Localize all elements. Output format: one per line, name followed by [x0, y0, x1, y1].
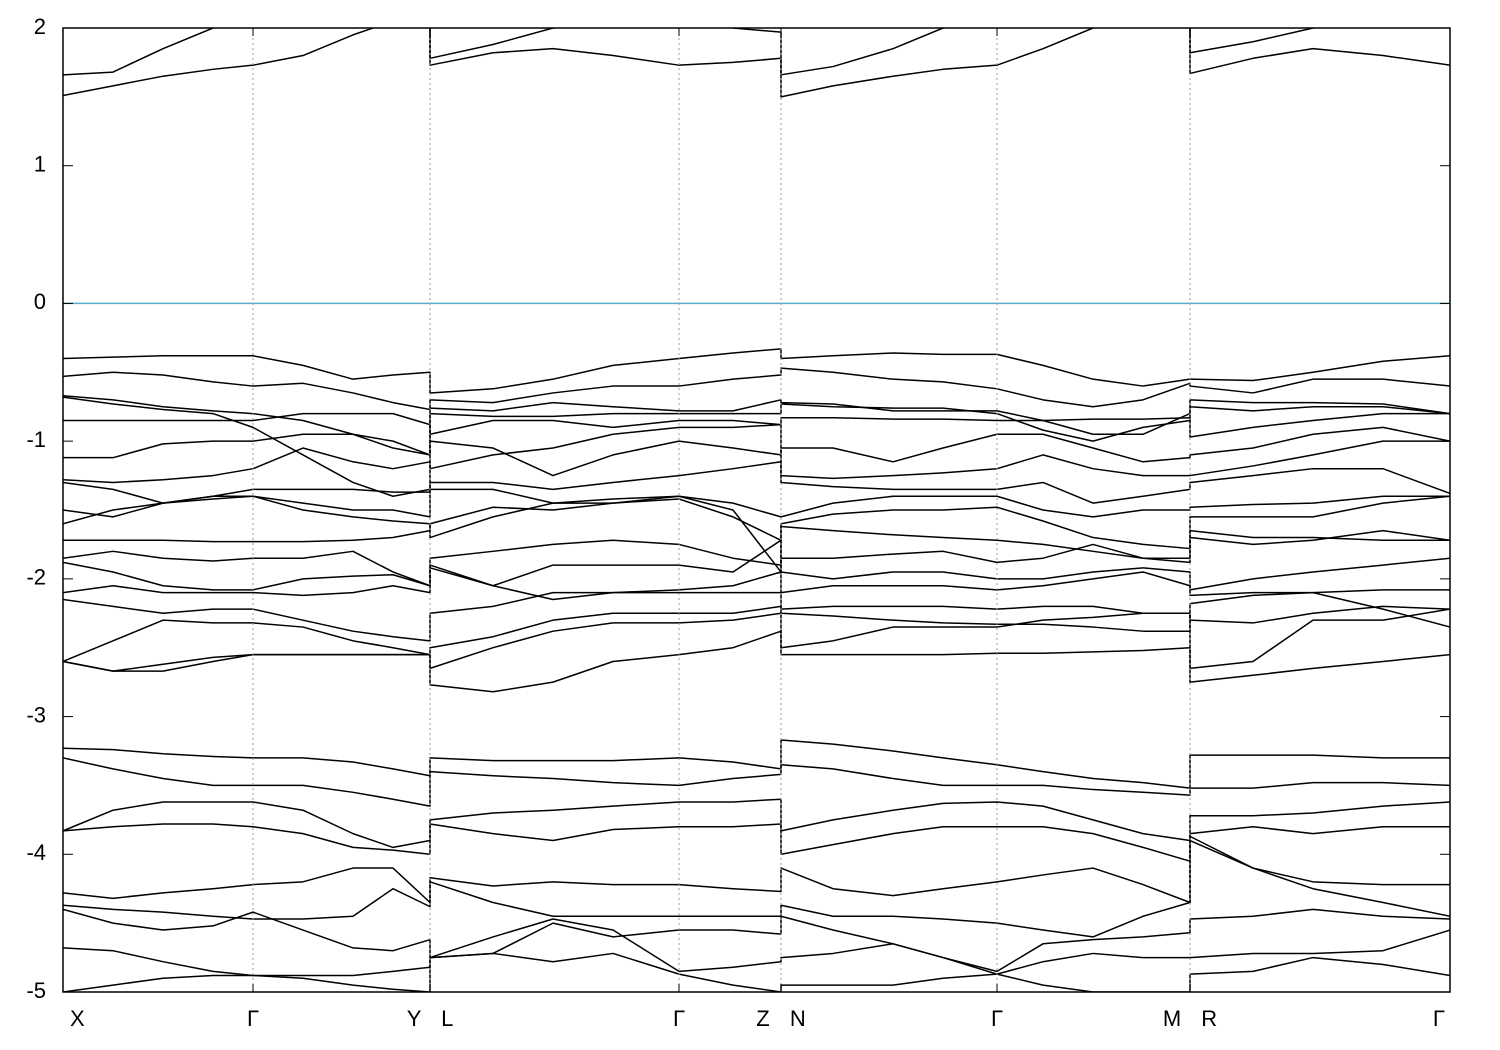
band-line [63, 423, 1450, 484]
x-tick-label: Γ [673, 1006, 685, 1031]
y-tick-label: -4 [26, 840, 46, 865]
x-tick-label: Γ [991, 1006, 1003, 1031]
plot-frame [62, 27, 1451, 993]
band-line [63, 28, 1317, 76]
band-line [63, 798, 1450, 849]
x-tick-label: Y L [407, 1006, 454, 1031]
band-line [63, 348, 1450, 394]
band-line [63, 367, 1450, 411]
band-line [63, 918, 1450, 977]
band-line [63, 529, 1450, 587]
y-tick-label: -1 [26, 427, 46, 452]
x-tick-label: X [70, 1006, 85, 1031]
y-tick-label: -3 [26, 702, 46, 727]
y-tick-label: 0 [34, 289, 46, 314]
band-line [63, 839, 1450, 904]
x-tick-label: Z N [756, 1006, 805, 1031]
y-tick-label: -2 [26, 565, 46, 590]
band-line [63, 567, 1450, 601]
band-line [63, 823, 1450, 862]
band-line [63, 396, 1450, 497]
y-tick-label: 1 [34, 152, 46, 177]
band-line [63, 412, 1450, 438]
band-line [63, 495, 1450, 573]
band-line [63, 539, 1450, 591]
band-line [63, 591, 1450, 663]
x-tick-label: Γ [1433, 1006, 1445, 1031]
y-tick-label: -5 [26, 978, 46, 1003]
y-tick-label: 2 [34, 14, 46, 39]
band-line [63, 908, 1450, 973]
plot-area [63, 28, 1450, 992]
x-tick-label: M R [1163, 1006, 1217, 1031]
band-line [63, 835, 1450, 938]
band-line [63, 28, 1450, 98]
band-line [63, 739, 1450, 789]
band-line [63, 488, 1450, 518]
band-line [63, 630, 1450, 693]
band-line [63, 952, 1450, 992]
x-tick-label: Γ [247, 1006, 259, 1031]
band-line [63, 426, 1450, 477]
